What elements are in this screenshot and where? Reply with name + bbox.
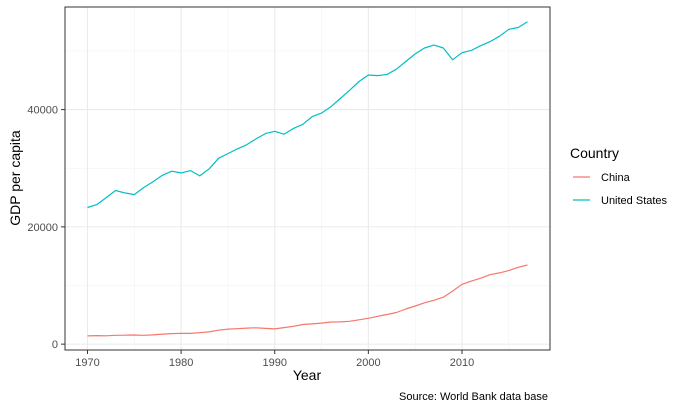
legend: Country China United States bbox=[570, 145, 668, 207]
legend-label-united-states: United States bbox=[601, 195, 668, 207]
x-tick-label: 1970 bbox=[75, 357, 99, 369]
x-axis: 1970 1980 1990 2000 2010 bbox=[75, 350, 474, 369]
series-line-china bbox=[87, 264, 528, 337]
y-axis: 0 20000 40000 bbox=[27, 105, 65, 351]
x-tick-label: 1990 bbox=[262, 357, 286, 369]
series-lines bbox=[87, 21, 528, 337]
caption: Source: World Bank data base bbox=[399, 391, 548, 403]
legend-title: Country bbox=[570, 145, 619, 161]
major-gridlines bbox=[65, 7, 550, 350]
x-axis-title: Year bbox=[293, 367, 322, 383]
plot-panel bbox=[65, 7, 550, 350]
y-tick-label: 20000 bbox=[27, 222, 58, 234]
legend-label-china: China bbox=[601, 172, 631, 184]
y-axis-title: GDP per capita bbox=[7, 130, 23, 226]
x-tick-label: 2010 bbox=[450, 357, 474, 369]
plot-border bbox=[64, 6, 551, 351]
y-tick-label: 40000 bbox=[27, 105, 58, 117]
x-tick-label: 2000 bbox=[356, 357, 380, 369]
minor-gridlines bbox=[65, 7, 550, 350]
y-tick-label: 0 bbox=[52, 339, 58, 351]
series-line-united-states bbox=[87, 21, 528, 209]
x-tick-label: 1980 bbox=[169, 357, 193, 369]
